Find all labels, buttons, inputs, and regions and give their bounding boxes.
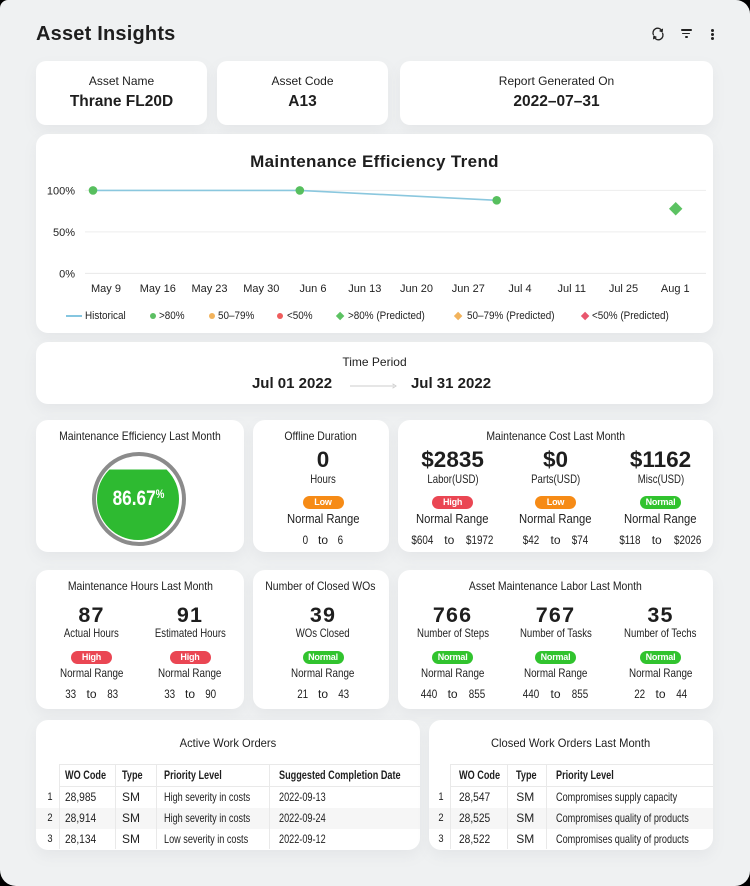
svg-text:Aug 1: Aug 1 bbox=[661, 283, 690, 295]
svg-text:0%: 0% bbox=[59, 268, 75, 280]
svg-text:Jul 25: Jul 25 bbox=[609, 283, 638, 295]
svg-text:Jun 27: Jun 27 bbox=[452, 283, 485, 295]
svg-text:Jul 4: Jul 4 bbox=[508, 283, 531, 295]
svg-text:100%: 100% bbox=[47, 185, 75, 197]
svg-text:May 16: May 16 bbox=[140, 283, 176, 295]
svg-text:May 9: May 9 bbox=[91, 283, 121, 295]
svg-text:Jun 6: Jun 6 bbox=[300, 283, 327, 295]
svg-text:May 23: May 23 bbox=[191, 283, 227, 295]
svg-text:Jun 13: Jun 13 bbox=[348, 283, 381, 295]
svg-text:Jun 20: Jun 20 bbox=[400, 283, 433, 295]
svg-text:Jul 11: Jul 11 bbox=[558, 283, 587, 295]
svg-text:May 30: May 30 bbox=[243, 283, 279, 295]
svg-text:50%: 50% bbox=[53, 227, 75, 239]
